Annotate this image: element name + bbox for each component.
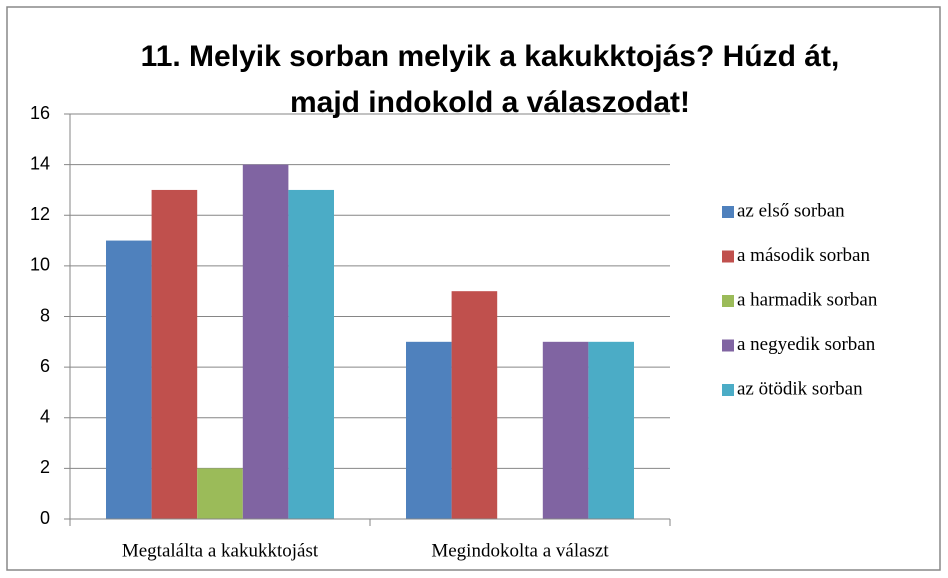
bar <box>451 291 498 519</box>
bar <box>106 240 152 519</box>
x-tick-label: Megtalálta a kakukktojást <box>122 540 319 561</box>
y-tick-label: 16 <box>30 103 50 123</box>
legend-label: az ötödik sorban <box>737 378 863 399</box>
legend-label: az első sorban <box>737 200 845 221</box>
legend-label: a második sorban <box>737 245 870 266</box>
legend-swatch <box>722 250 734 263</box>
bar <box>542 341 589 519</box>
legend-swatch <box>722 384 734 396</box>
legend-swatch <box>722 295 734 307</box>
legend-swatch <box>722 206 734 218</box>
legend-label: a harmadik sorban <box>737 289 878 310</box>
bar <box>588 341 634 519</box>
y-tick-label: 10 <box>30 255 50 275</box>
chart-title: 11. Melyik sorban melyik a kakukktojás? … <box>140 40 840 119</box>
y-tick-label: 2 <box>40 457 50 477</box>
y-tick-label: 0 <box>40 508 50 528</box>
y-tick-label: 14 <box>30 153 50 173</box>
y-tick-label: 8 <box>40 305 50 325</box>
bar <box>406 341 452 519</box>
bar <box>151 189 198 519</box>
bar <box>197 468 243 519</box>
y-tick-label: 4 <box>40 407 50 427</box>
bar <box>242 164 289 519</box>
bar <box>288 189 334 519</box>
chart-border <box>6 6 941 571</box>
y-tick-label: 12 <box>30 204 50 224</box>
y-tick-label: 6 <box>40 356 50 376</box>
legend-label: a negyedik sorban <box>737 334 876 355</box>
x-tick-label: Megindokolta a választ <box>431 540 609 561</box>
legend-swatch <box>722 339 734 352</box>
